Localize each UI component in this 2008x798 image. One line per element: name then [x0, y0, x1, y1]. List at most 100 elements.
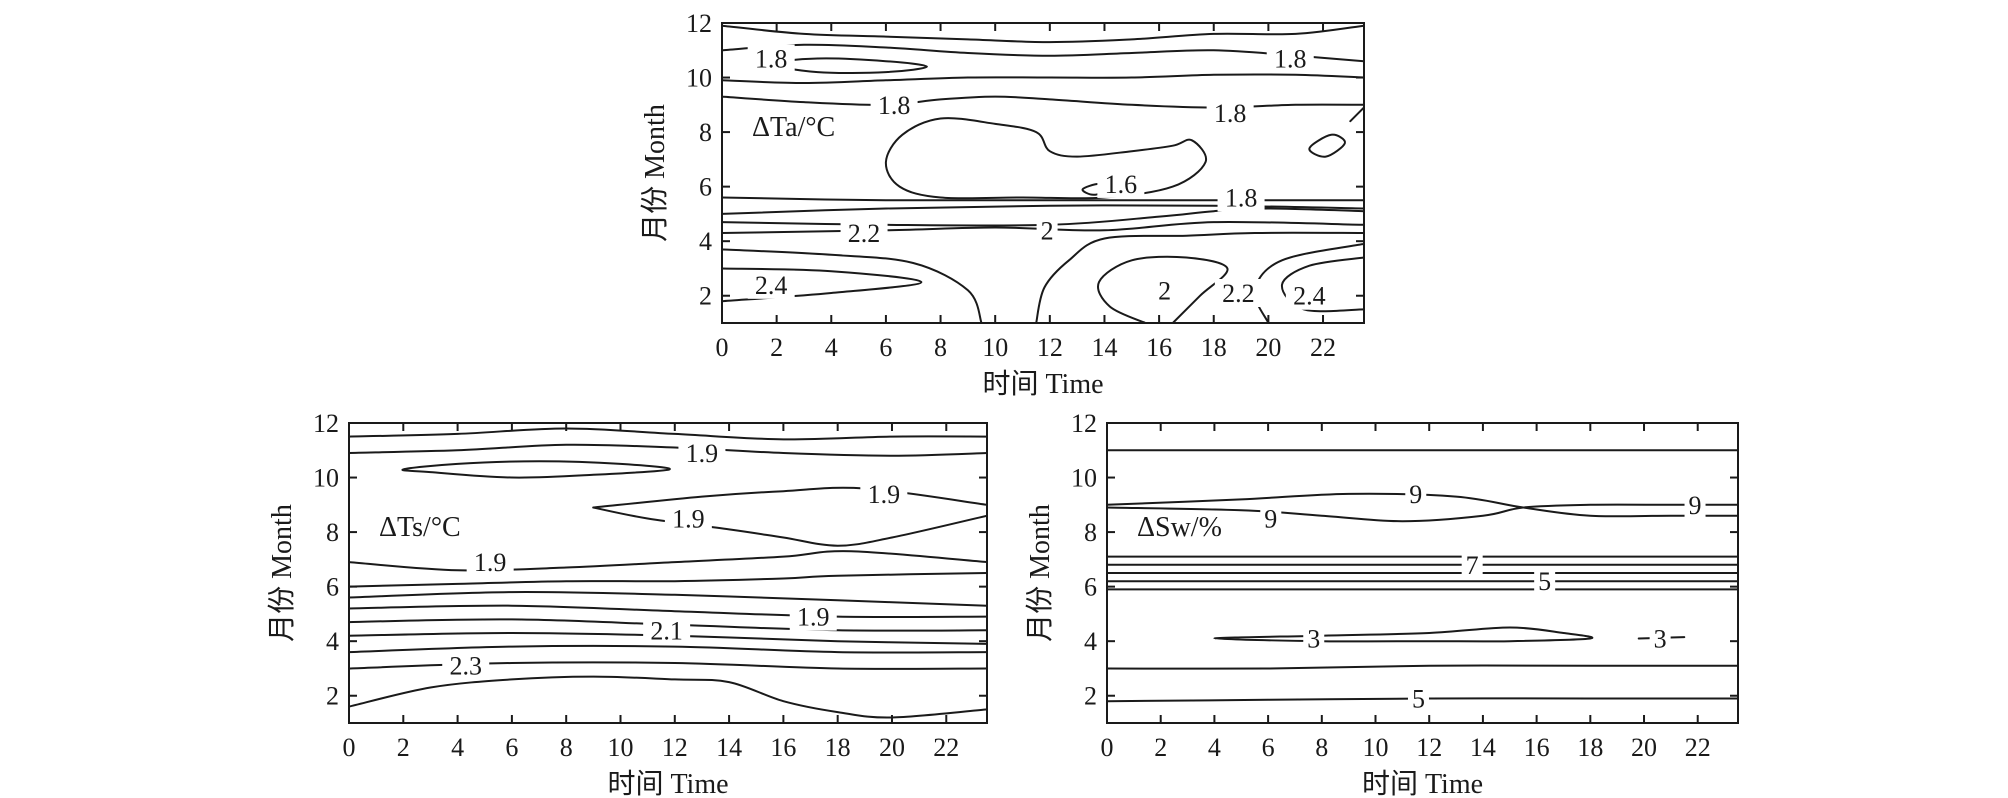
contour-label: 1.8 — [755, 44, 788, 73]
y-tick-label: 6 — [1084, 573, 1097, 602]
contour-label-background — [1217, 183, 1265, 212]
y-axis-label: 月份 Month — [266, 504, 298, 642]
contour-label: 1.8 — [1274, 44, 1307, 73]
contour-label: 3 — [1307, 624, 1320, 653]
contour-line — [1107, 697, 1738, 703]
contour-line — [349, 675, 987, 719]
contour-label-background — [1260, 504, 1282, 533]
y-tick-label: 8 — [1084, 518, 1097, 547]
y-tick-label: 12 — [1071, 409, 1097, 438]
contour-label-background — [442, 651, 490, 680]
y-tick-label: 2 — [326, 682, 339, 711]
contour-label-background — [1036, 216, 1058, 245]
x-tick-label: 16 — [1524, 733, 1550, 762]
contour-line — [349, 644, 987, 654]
contour-label: 5 — [1538, 567, 1551, 596]
y-axis-label: 月份 Month — [639, 104, 671, 242]
contour-label: 9 — [1689, 491, 1702, 520]
plot-frame — [1106, 422, 1739, 724]
contour-line — [349, 604, 987, 618]
x-tick-label: 20 — [1255, 333, 1281, 362]
x-tick-label: 2 — [397, 733, 410, 762]
contour-line — [1035, 231, 1364, 323]
x-tick-label: 4 — [1208, 733, 1221, 762]
contour-label-background — [1285, 281, 1333, 310]
contour-line — [1107, 503, 1738, 523]
contour-line — [349, 591, 987, 607]
y-tick-label: 2 — [1084, 682, 1097, 711]
contour-label: 1.8 — [878, 91, 911, 120]
y-tick-label: 10 — [1071, 464, 1097, 493]
x-tick-label: 22 — [1310, 333, 1336, 362]
panel-label: ΔTa/°C — [752, 112, 835, 143]
contour-label: 5 — [1412, 684, 1425, 713]
contour-label: 2.2 — [1222, 279, 1255, 308]
contour-line — [1308, 133, 1346, 158]
x-axis-label: 时间 Time — [607, 768, 728, 798]
y-tick-label: 8 — [699, 118, 712, 147]
x-tick-label: 18 — [1201, 333, 1227, 362]
contour-label: 1.6 — [1105, 170, 1138, 199]
contour-label-background — [870, 90, 918, 119]
x-tick-label: 6 — [879, 333, 892, 362]
contour-label: 2.1 — [650, 616, 683, 645]
contour-label-background — [747, 270, 795, 299]
y-tick-label: 12 — [313, 409, 339, 438]
contour-label: 1.9 — [868, 480, 901, 509]
contour-line — [592, 486, 987, 509]
x-tick-label: 22 — [1685, 733, 1711, 762]
contour-line — [722, 43, 1364, 63]
panel-label: ΔSw/% — [1137, 512, 1222, 543]
contour-label-background — [1684, 490, 1706, 519]
contour-line — [1107, 664, 1738, 670]
y-tick-label: 6 — [699, 173, 712, 202]
x-tick-label: 10 — [1363, 733, 1389, 762]
contour-label-background — [1206, 99, 1254, 127]
contour-line — [401, 460, 671, 479]
contour-label: 1.9 — [686, 439, 719, 468]
y-tick-label: 4 — [326, 627, 339, 656]
contour-label-background — [789, 602, 837, 631]
x-tick-label: 12 — [1037, 333, 1063, 362]
contour-label-background — [678, 439, 726, 467]
contour-label-background — [1214, 279, 1262, 307]
contour-line — [722, 95, 1364, 109]
x-tick-label: 16 — [770, 733, 796, 762]
contour-label-background — [466, 548, 514, 577]
x-tick-label: 4 — [825, 333, 838, 362]
contour-line — [770, 57, 928, 74]
y-tick-label: 4 — [1084, 627, 1097, 656]
contour-lines — [1107, 449, 1738, 703]
x-tick-label: 0 — [1101, 733, 1114, 762]
contour-label-background — [643, 616, 691, 645]
contour-label: 2.3 — [449, 652, 482, 681]
contour-line — [1107, 492, 1738, 518]
y-tick-label: 4 — [699, 227, 712, 256]
contour-label: 9 — [1264, 504, 1277, 533]
contour-line — [722, 204, 1364, 215]
contour-line — [349, 550, 987, 572]
panel-label: ΔTs/°C — [379, 512, 461, 543]
y-tick-label: 8 — [326, 518, 339, 547]
y-tick-label: 10 — [313, 464, 339, 493]
x-tick-label: 14 — [716, 733, 742, 762]
x-tick-label: 22 — [933, 733, 959, 762]
x-tick-label: 8 — [560, 733, 573, 762]
contour-label-background — [1154, 276, 1176, 305]
contour-label-background — [1405, 479, 1427, 508]
contour-line — [1349, 106, 1364, 123]
contour-label-background — [860, 479, 908, 508]
y-tick-label: 10 — [686, 64, 712, 93]
x-tick-label: 4 — [451, 733, 464, 762]
contour-label-background — [1534, 567, 1556, 596]
contour-line — [722, 248, 983, 323]
x-tick-label: 6 — [505, 733, 518, 762]
contour-line — [349, 427, 987, 441]
contour-label: 7 — [1466, 551, 1479, 580]
contour-line — [349, 443, 987, 457]
